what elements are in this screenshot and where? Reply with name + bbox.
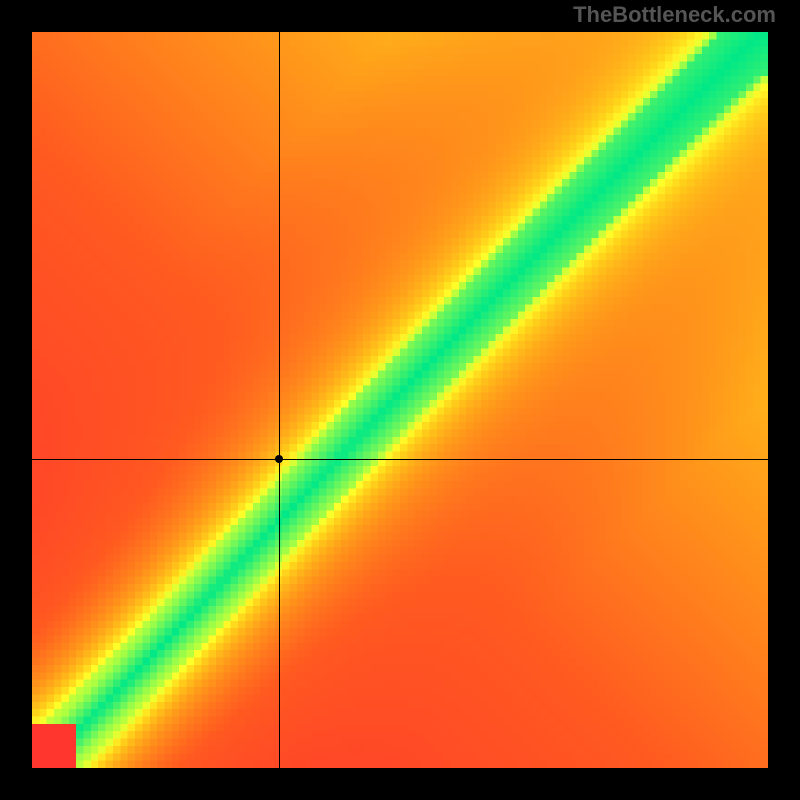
watermark-text: TheBottleneck.com [573, 2, 776, 28]
selection-marker [275, 455, 283, 463]
crosshair-vertical [279, 32, 280, 768]
bottleneck-heatmap [32, 32, 768, 768]
crosshair-horizontal [32, 459, 768, 460]
